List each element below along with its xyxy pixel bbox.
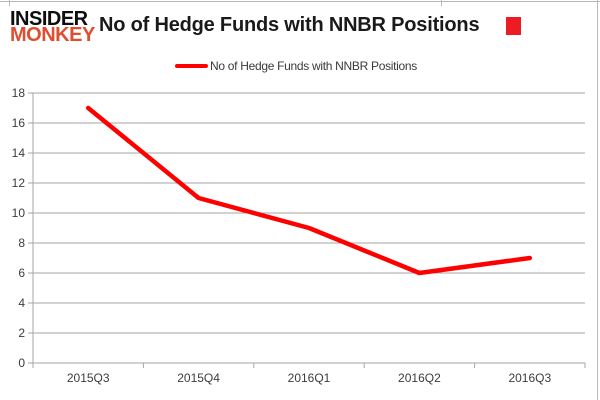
legend-line-swatch: [175, 64, 208, 68]
y-axis-label: 2: [18, 326, 25, 340]
page-top-tick-right: [441, 0, 442, 6]
page-top-tick-left: [9, 0, 10, 6]
y-axis-label: 4: [18, 296, 25, 310]
data-line: [85, 105, 533, 276]
y-axis-label: 8: [18, 236, 25, 250]
y-axis-label: 14: [12, 146, 26, 160]
legend: No of Hedge Funds with NNBR Positions: [175, 59, 417, 73]
chart-title: No of Hedge Funds with NNBR Positions: [99, 14, 480, 36]
y-axis-label: 6: [18, 266, 25, 280]
y-axis-label: 16: [12, 116, 26, 130]
insider-monkey-logo: INSIDER MONKEY: [10, 8, 95, 46]
x-axis-label: 2015Q4: [177, 371, 220, 385]
y-axis-label: 10: [12, 206, 26, 220]
logo-monkey-text: MONKEY: [10, 24, 95, 46]
y-axis-label: 12: [12, 176, 26, 190]
page-top-border: [0, 1, 600, 2]
x-axis-label: 2016Q2: [398, 371, 441, 385]
x-axis-label: 2016Q1: [288, 371, 331, 385]
page-right-border: [597, 0, 598, 400]
legend-label: No of Hedge Funds with NNBR Positions: [210, 59, 417, 73]
y-axis-label: 0: [18, 356, 25, 370]
x-axis-label: 2015Q3: [67, 371, 110, 385]
x-axis-label: 2016Q3: [508, 371, 551, 385]
logo-insider-text: INSIDER: [10, 8, 88, 30]
red-marker-box: [506, 17, 521, 35]
y-axis-label: 18: [12, 86, 26, 100]
